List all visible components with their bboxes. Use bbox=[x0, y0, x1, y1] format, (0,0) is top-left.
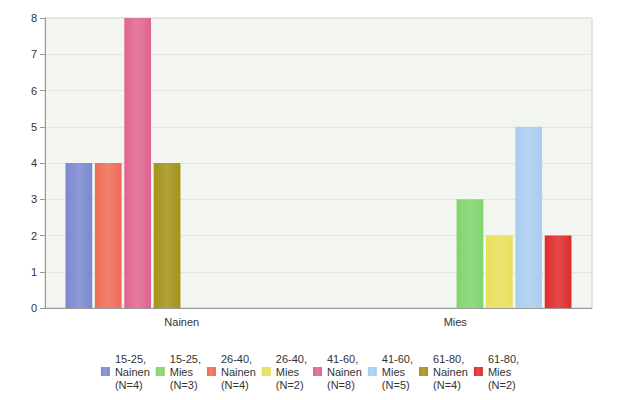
svg-text:(N=3): (N=3) bbox=[170, 379, 198, 391]
svg-text:4: 4 bbox=[31, 157, 37, 169]
svg-text:61-80,: 61-80, bbox=[433, 353, 464, 365]
svg-text:1: 1 bbox=[31, 266, 37, 278]
svg-text:0: 0 bbox=[31, 302, 37, 314]
svg-text:8: 8 bbox=[31, 12, 37, 24]
svg-text:(N=4): (N=4) bbox=[115, 379, 143, 391]
svg-text:61-80,: 61-80, bbox=[488, 353, 519, 365]
svg-text:(N=4): (N=4) bbox=[221, 379, 249, 391]
svg-text:(N=5): (N=5) bbox=[382, 379, 410, 391]
svg-text:5: 5 bbox=[31, 121, 37, 133]
svg-text:Nainen: Nainen bbox=[327, 366, 362, 378]
svg-text:6: 6 bbox=[31, 85, 37, 97]
svg-text:2: 2 bbox=[31, 230, 37, 242]
svg-text:Nainen: Nainen bbox=[221, 366, 256, 378]
svg-text:41-60,: 41-60, bbox=[327, 353, 358, 365]
svg-text:26-40,: 26-40, bbox=[221, 353, 252, 365]
svg-text:Mies: Mies bbox=[382, 366, 406, 378]
svg-text:15-25,: 15-25, bbox=[170, 353, 201, 365]
svg-text:7: 7 bbox=[31, 48, 37, 60]
svg-text:Nainen: Nainen bbox=[433, 366, 468, 378]
svg-text:(N=2): (N=2) bbox=[488, 379, 516, 391]
svg-text:26-40,: 26-40, bbox=[276, 353, 307, 365]
svg-text:(N=4): (N=4) bbox=[433, 379, 461, 391]
svg-text:Mies: Mies bbox=[488, 366, 512, 378]
svg-text:Nainen: Nainen bbox=[164, 316, 199, 328]
svg-text:Mies: Mies bbox=[170, 366, 194, 378]
svg-text:(N=2): (N=2) bbox=[276, 379, 304, 391]
svg-text:Mies: Mies bbox=[276, 366, 300, 378]
svg-text:Nainen: Nainen bbox=[115, 366, 150, 378]
svg-text:Mies: Mies bbox=[444, 316, 468, 328]
svg-text:(N=8): (N=8) bbox=[327, 379, 355, 391]
svg-text:15-25,: 15-25, bbox=[115, 353, 146, 365]
svg-text:3: 3 bbox=[31, 193, 37, 205]
svg-text:41-60,: 41-60, bbox=[382, 353, 413, 365]
